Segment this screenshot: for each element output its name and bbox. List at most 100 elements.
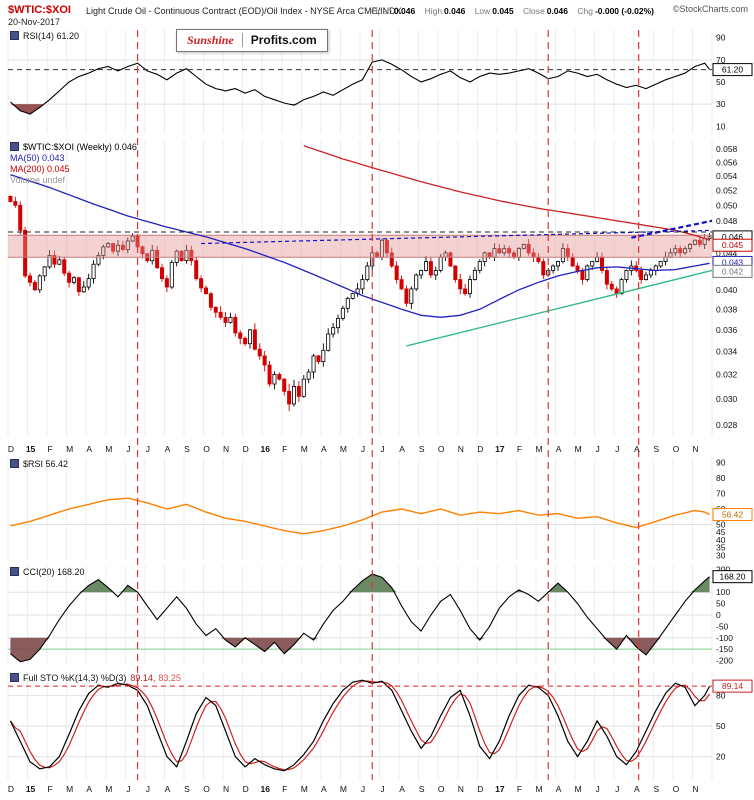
- svg-text:J: J: [380, 444, 384, 454]
- svg-text:F: F: [517, 784, 522, 794]
- svg-text:100: 100: [716, 587, 730, 597]
- rsi-panel-label: RSI(14) 61.20: [10, 31, 79, 41]
- ohlc-quote: Open 0.046 High 0.046 Low 0.045 Close 0.046 …: [364, 6, 654, 16]
- indicator-icon: [10, 459, 19, 468]
- svg-text:-50: -50: [716, 621, 729, 631]
- svg-text:J: J: [361, 784, 365, 794]
- high-value: 0.046: [444, 6, 466, 16]
- svg-text:A: A: [399, 444, 405, 454]
- svg-text:F: F: [282, 784, 287, 794]
- svg-text:N: N: [458, 444, 464, 454]
- svg-text:0.046: 0.046: [722, 232, 744, 242]
- svg-text:O: O: [438, 444, 445, 454]
- volume-legend: Volume undef: [10, 175, 66, 185]
- svg-text:M: M: [105, 784, 112, 794]
- svg-text:89.14: 89.14: [722, 681, 744, 691]
- logo-sunshine-text: Sunshine: [187, 33, 243, 47]
- svg-text:O: O: [673, 444, 680, 454]
- svg-text:M: M: [535, 784, 542, 794]
- cci-label-text: CCI(20) 168.20: [23, 567, 85, 577]
- svg-text:A: A: [86, 444, 92, 454]
- chg-value: -0.000 (-0.02%): [594, 6, 654, 16]
- svg-text:0.054: 0.054: [716, 171, 738, 181]
- close-value: 0.046: [546, 6, 568, 16]
- chart-title: Light Crude Oil - Continuous Contract (E…: [86, 6, 402, 16]
- svg-text:M: M: [575, 784, 582, 794]
- indicator-icon: [10, 31, 19, 40]
- svg-text:50: 50: [716, 721, 726, 731]
- svg-text:D: D: [8, 444, 14, 454]
- svg-text:M: M: [66, 444, 73, 454]
- sto-k-value: 89.14,: [130, 673, 156, 683]
- svg-text:S: S: [653, 784, 659, 794]
- svg-text:A: A: [634, 784, 640, 794]
- svg-text:F: F: [517, 444, 522, 454]
- svg-text:70: 70: [716, 489, 726, 499]
- svg-text:50: 50: [716, 519, 726, 529]
- svg-text:50: 50: [716, 599, 726, 609]
- svg-text:0.048: 0.048: [716, 216, 738, 226]
- sto-d-value: 83.25: [158, 673, 181, 683]
- svg-text:A: A: [556, 784, 562, 794]
- svg-text:J: J: [380, 784, 384, 794]
- svg-text:90: 90: [716, 33, 726, 43]
- svg-text:N: N: [223, 444, 229, 454]
- svg-text:M: M: [575, 444, 582, 454]
- svg-text:J: J: [126, 784, 130, 794]
- chart-date: 20-Nov-2017: [8, 17, 61, 27]
- svg-text:A: A: [556, 444, 562, 454]
- close-label: Close: [522, 6, 545, 16]
- rsi-label-text: RSI(14) 61.20: [23, 31, 80, 41]
- svg-text:M: M: [301, 784, 308, 794]
- svg-text:15: 15: [26, 444, 36, 454]
- svg-text:D: D: [243, 784, 249, 794]
- main-legend-symbol: $WTIC:$XOI (Weekly) 0.046: [23, 142, 137, 152]
- svg-text:15: 15: [26, 784, 36, 794]
- stockcharts-copyright: ©StockCharts.com: [672, 4, 748, 14]
- svg-text:J: J: [615, 784, 619, 794]
- svg-text:D: D: [477, 784, 483, 794]
- svg-text:56.42: 56.42: [722, 510, 744, 520]
- svg-text:O: O: [203, 444, 210, 454]
- svg-text:J: J: [615, 444, 619, 454]
- svg-text:N: N: [692, 784, 698, 794]
- svg-text:N: N: [223, 784, 229, 794]
- svg-text:80: 80: [716, 473, 726, 483]
- svg-text:A: A: [321, 444, 327, 454]
- low-label: Low: [474, 6, 491, 16]
- svg-text:J: J: [596, 444, 600, 454]
- svg-text:0.045: 0.045: [722, 240, 744, 250]
- cci-panel-label: CCI(20) 168.20: [10, 567, 85, 577]
- svg-text:M: M: [535, 444, 542, 454]
- svg-text:0.028: 0.028: [716, 420, 738, 430]
- svg-text:0: 0: [716, 610, 721, 620]
- svg-text:S: S: [419, 784, 425, 794]
- open-value: 0.046: [393, 6, 416, 16]
- svg-text:90: 90: [716, 458, 726, 468]
- candlestick-icon: [10, 142, 19, 151]
- svg-text:M: M: [340, 784, 347, 794]
- svg-text:S: S: [184, 784, 190, 794]
- logo-profits-text: Profits.com: [250, 33, 317, 47]
- sto-label-text: Full STO %K(14,3) %D(3): [23, 673, 127, 683]
- high-label: High: [424, 6, 443, 16]
- svg-text:F: F: [48, 444, 53, 454]
- svg-text:O: O: [438, 784, 445, 794]
- svg-text:0.038: 0.038: [716, 304, 738, 314]
- svg-text:A: A: [165, 784, 171, 794]
- svg-text:0.056: 0.056: [716, 157, 738, 167]
- svg-text:M: M: [66, 784, 73, 794]
- svg-text:J: J: [146, 444, 150, 454]
- rsi2-panel-label: $RSI 56.42: [10, 459, 68, 469]
- main-panel-legend: $WTIC:$XOI (Weekly) 0.046 MA(50) 0.043 M…: [10, 142, 137, 186]
- svg-text:F: F: [282, 444, 287, 454]
- svg-text:-200: -200: [716, 656, 733, 666]
- svg-text:-100: -100: [716, 633, 733, 643]
- ma200-legend: MA(200) 0.045: [10, 164, 70, 174]
- svg-text:A: A: [399, 784, 405, 794]
- svg-text:0.040: 0.040: [716, 285, 738, 295]
- svg-text:70: 70: [716, 55, 726, 65]
- svg-text:M: M: [105, 444, 112, 454]
- svg-text:45: 45: [716, 527, 726, 537]
